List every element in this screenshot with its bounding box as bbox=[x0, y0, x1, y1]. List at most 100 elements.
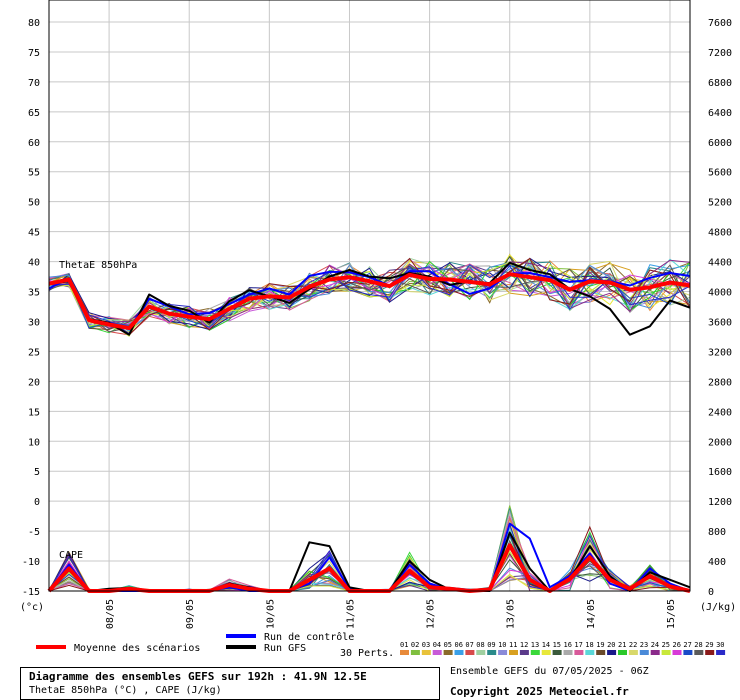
y-right-tick-label: 4800 bbox=[708, 228, 732, 239]
pert-legend-id: 19 bbox=[596, 641, 604, 649]
chart-subtitle: ThetaE 850hPa (°C) , CAPE (J/kg) bbox=[29, 685, 222, 696]
pert-legend-id: 06 bbox=[455, 641, 463, 649]
pert-legend-id: 04 bbox=[433, 641, 441, 649]
pert-legend-id: 28 bbox=[694, 641, 702, 649]
pert-legend-id: 14 bbox=[542, 641, 550, 649]
y-left-tick-label: 10 bbox=[28, 437, 40, 448]
y-right-tick-label: 4000 bbox=[708, 288, 732, 299]
pert-legend-id: 20 bbox=[607, 641, 615, 649]
pert-legend-swatch bbox=[421, 650, 431, 655]
pert-legend-swatch bbox=[585, 650, 595, 655]
pert-legend-swatch bbox=[400, 650, 409, 655]
pert-legend-id: 07 bbox=[465, 641, 473, 649]
legend-control-label: Run de contrôle bbox=[264, 631, 354, 643]
x-tick-label: 11/05 bbox=[345, 599, 356, 629]
pert-legend-swatch bbox=[628, 650, 638, 655]
pert-legend-swatch bbox=[498, 650, 508, 655]
y-right-tick-label: 6400 bbox=[708, 108, 732, 119]
pert-legend-swatch bbox=[443, 650, 453, 655]
y-left-tick-label: 15 bbox=[28, 407, 40, 418]
pert-legend-id: 23 bbox=[640, 641, 648, 649]
pert-legend-swatch bbox=[596, 650, 606, 655]
pert-legend-swatch bbox=[650, 650, 660, 655]
plot-frame bbox=[48, 0, 691, 592]
pert-legend-id: 18 bbox=[585, 641, 593, 649]
pert-legend-swatch bbox=[618, 650, 627, 655]
pert-legend-id: 02 bbox=[411, 641, 419, 649]
gfs-thetae-line bbox=[48, 261, 691, 336]
y-right-tick-label: 6000 bbox=[708, 138, 732, 149]
y-right-tick-label: 800 bbox=[708, 527, 726, 538]
y-axis-right: 7600720068006400600056005200480044004000… bbox=[708, 18, 732, 598]
y-left-tick-label: 30 bbox=[28, 317, 40, 328]
y-left-tick-label: 60 bbox=[28, 138, 40, 149]
pert-legend-id: 15 bbox=[553, 641, 561, 649]
pert-legend-id: 22 bbox=[629, 641, 637, 649]
y-right-tick-label: 7600 bbox=[708, 18, 732, 29]
y-left-tick-label: 55 bbox=[28, 168, 40, 179]
pert-cape-line bbox=[48, 548, 691, 592]
pert-thetae-line bbox=[48, 266, 691, 331]
y-right-tick-label: 4400 bbox=[708, 258, 732, 269]
y-left-tick-label: -10 bbox=[22, 557, 40, 568]
pert-legend-swatch bbox=[487, 650, 497, 655]
pert-legend-swatch bbox=[705, 650, 715, 655]
y-right-tick-label: 5200 bbox=[708, 198, 732, 209]
y-right-tick-label: 3600 bbox=[708, 317, 732, 328]
pert-legend-id: 17 bbox=[574, 641, 582, 649]
x-axis: 08/05 09/05 10/05 11/05 12/05 13/05 14/05 15/05 bbox=[105, 599, 677, 629]
pert-cape-line bbox=[48, 551, 691, 592]
y-left-tick-label: 50 bbox=[28, 198, 40, 209]
title-box: Diagramme des ensembles GEFS sur 192h : … bbox=[20, 667, 440, 700]
legend-mean-label: Moyenne des scénarios bbox=[74, 642, 200, 654]
y-right-tick-label: 2000 bbox=[708, 437, 732, 448]
pert-legend-id: 09 bbox=[487, 641, 495, 649]
pert-legend-swatch bbox=[552, 650, 562, 655]
y-right-tick-label: 3200 bbox=[708, 347, 732, 358]
pert-legend-swatch bbox=[694, 650, 704, 655]
pert-legend-id: 27 bbox=[683, 641, 691, 649]
y-right-tick-label: 400 bbox=[708, 557, 726, 568]
pert-legend-swatch bbox=[509, 650, 518, 655]
y-right-tick-label: 0 bbox=[708, 587, 714, 598]
x-tick-label: 12/05 bbox=[426, 599, 437, 629]
pert-legend-swatch bbox=[683, 650, 693, 655]
y-right-tick-label: 7200 bbox=[708, 48, 732, 59]
pert-legend-id: 24 bbox=[651, 641, 659, 649]
y-right-unit-label: (J/kg) bbox=[700, 602, 736, 613]
pert-legend-id: 21 bbox=[618, 641, 626, 649]
pert-legend-id: 25 bbox=[662, 641, 670, 649]
pert-thetae-line bbox=[48, 261, 691, 331]
pert-legend-id: 29 bbox=[705, 641, 713, 649]
y-left-tick-label: 20 bbox=[28, 377, 40, 388]
chart-title: Diagramme des ensembles GEFS sur 192h : … bbox=[29, 670, 367, 683]
x-tick-label: 09/05 bbox=[185, 599, 196, 629]
y-left-tick-label: 35 bbox=[28, 288, 40, 299]
pert-legend-swatch bbox=[563, 650, 573, 655]
mean-thetae-line bbox=[48, 272, 691, 331]
pert-legend-id: 11 bbox=[509, 641, 517, 649]
y-left-tick-label: 5 bbox=[34, 467, 40, 478]
pert-cape-line bbox=[48, 517, 691, 592]
y-right-tick-label: 2800 bbox=[708, 377, 732, 388]
pert-legend-swatch bbox=[672, 650, 682, 655]
pert-legend-swatch bbox=[454, 650, 464, 655]
y-left-tick-label: -5 bbox=[28, 527, 40, 538]
pert-legend-swatch bbox=[465, 650, 475, 655]
x-tick-label: 15/05 bbox=[666, 599, 677, 629]
y-right-tick-label: 1200 bbox=[708, 497, 732, 508]
pert-legend-swatch bbox=[639, 650, 649, 655]
y-right-tick-label: 2400 bbox=[708, 407, 732, 418]
pert-legend-id: 05 bbox=[444, 641, 452, 649]
thetae-panel-label: ThetaE 850hPa bbox=[59, 260, 137, 271]
y-right-tick-label: 5600 bbox=[708, 168, 732, 179]
pert-legend-swatch bbox=[716, 650, 726, 655]
y-left-tick-label: -15 bbox=[22, 587, 40, 598]
legend-perturbations: 01 02 03 04 05 06 07 08 09 10 11 12 13 14 15 16 17 18 19 20… bbox=[400, 641, 726, 655]
pert-legend-swatch bbox=[476, 650, 486, 655]
y-right-tick-label: 1600 bbox=[708, 467, 732, 478]
copyright: Copyright 2025 Meteociel.fr bbox=[450, 685, 629, 698]
pert-legend-id: 01 bbox=[400, 641, 408, 649]
pert-legend-swatch bbox=[607, 650, 617, 655]
